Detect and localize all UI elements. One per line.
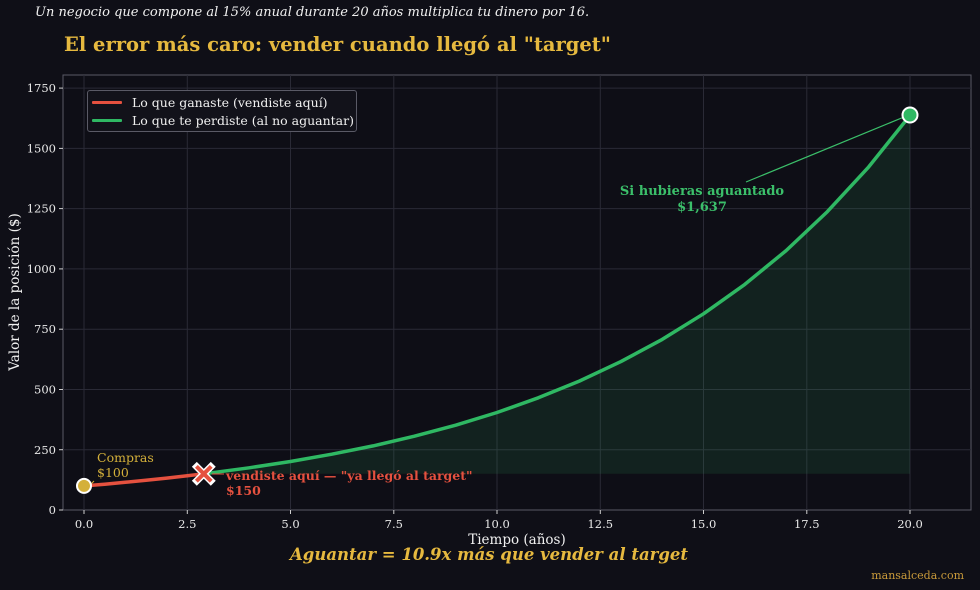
y-tick-label: 1250 (27, 202, 56, 216)
buy-annotation-label: Compras (97, 450, 154, 465)
x-tick-label: 0.0 (75, 517, 93, 531)
hold-annotation-value: $1,637 (677, 200, 727, 215)
y-tick-label: 1000 (27, 262, 56, 276)
y-tick-label: 750 (34, 322, 56, 336)
y-tick-label: 250 (34, 443, 56, 457)
x-tick-label: 2.5 (178, 517, 196, 531)
x-tick-label: 10.0 (484, 517, 510, 531)
chart-subtitle: Un negocio que compone al 15% anual dura… (35, 5, 590, 20)
hold-point-marker (901, 106, 919, 124)
sell-annotation: vendiste aquí — "ya llegó al target" $15… (226, 468, 473, 498)
y-tick-label: 1500 (27, 142, 56, 156)
x-tick-label: 15.0 (691, 517, 717, 531)
x-tick-label: 12.5 (587, 517, 613, 531)
watermark: mansalceda.com (871, 569, 964, 582)
hold-annotation: Si hubieras aguantado $1,637 (612, 184, 792, 216)
buy-annotation-value: $100 (97, 465, 129, 480)
y-axis-tick-labels: 0 250 500 750 1000 1250 1500 1750 (27, 81, 56, 517)
legend-swatch-red (92, 100, 122, 104)
footer-conclusion-text: Aguantar = 10.9x más que vender al targe… (290, 545, 688, 564)
y-axis-label: Valor de la posición ($) (7, 213, 23, 371)
hold-annotation-arrow (745, 116, 905, 183)
sell-point-x-icon (191, 461, 216, 486)
chart-title: El error más caro: vender cuando llegó a… (64, 33, 611, 56)
y-tick-label: 1750 (27, 81, 56, 95)
x-axis-label: Tiempo (años) (468, 532, 566, 548)
y-tick-label: 0 (49, 503, 56, 517)
buy-annotation: Compras $100 (97, 450, 154, 480)
x-tick-label: 17.5 (794, 517, 820, 531)
legend-label: Lo que te perdiste (al no aguantar) (132, 112, 354, 128)
grid-lines (63, 75, 971, 510)
x-tick-label: 7.5 (385, 517, 403, 531)
x-axis-ticks (83, 510, 911, 514)
buy-point-marker (76, 477, 92, 494)
missed-gains-line (203, 114, 912, 476)
y-axis-ticks (59, 87, 63, 511)
x-axis-tick-labels: 0.0 2.5 5.0 7.5 10.0 12.5 15.0 17.5 20.0 (75, 517, 923, 531)
x-tick-label: 20.0 (897, 517, 923, 531)
legend-swatch-green (92, 118, 122, 122)
hold-annotation-label: Si hubieras aguantado (619, 184, 785, 199)
sell-annotation-value: $150 (226, 483, 261, 498)
chart-legend: Lo que ganaste (vendiste aquí) Lo que te… (87, 90, 357, 132)
legend-item-missed: Lo que te perdiste (al no aguantar) (92, 111, 354, 129)
footer-conclusion: Aguantar = 10.9x más que vender al targe… (0, 545, 980, 564)
sell-annotation-label: vendiste aquí — "ya llegó al target" (226, 468, 473, 483)
realized-gains-line (83, 472, 205, 488)
legend-item-realized: Lo que ganaste (vendiste aquí) (92, 93, 328, 111)
plot-frame (62, 74, 972, 511)
y-tick-label: 500 (34, 383, 56, 397)
missed-gains-area (203, 115, 911, 474)
x-tick-label: 5.0 (281, 517, 299, 531)
legend-label: Lo que ganaste (vendiste aquí) (132, 94, 328, 110)
